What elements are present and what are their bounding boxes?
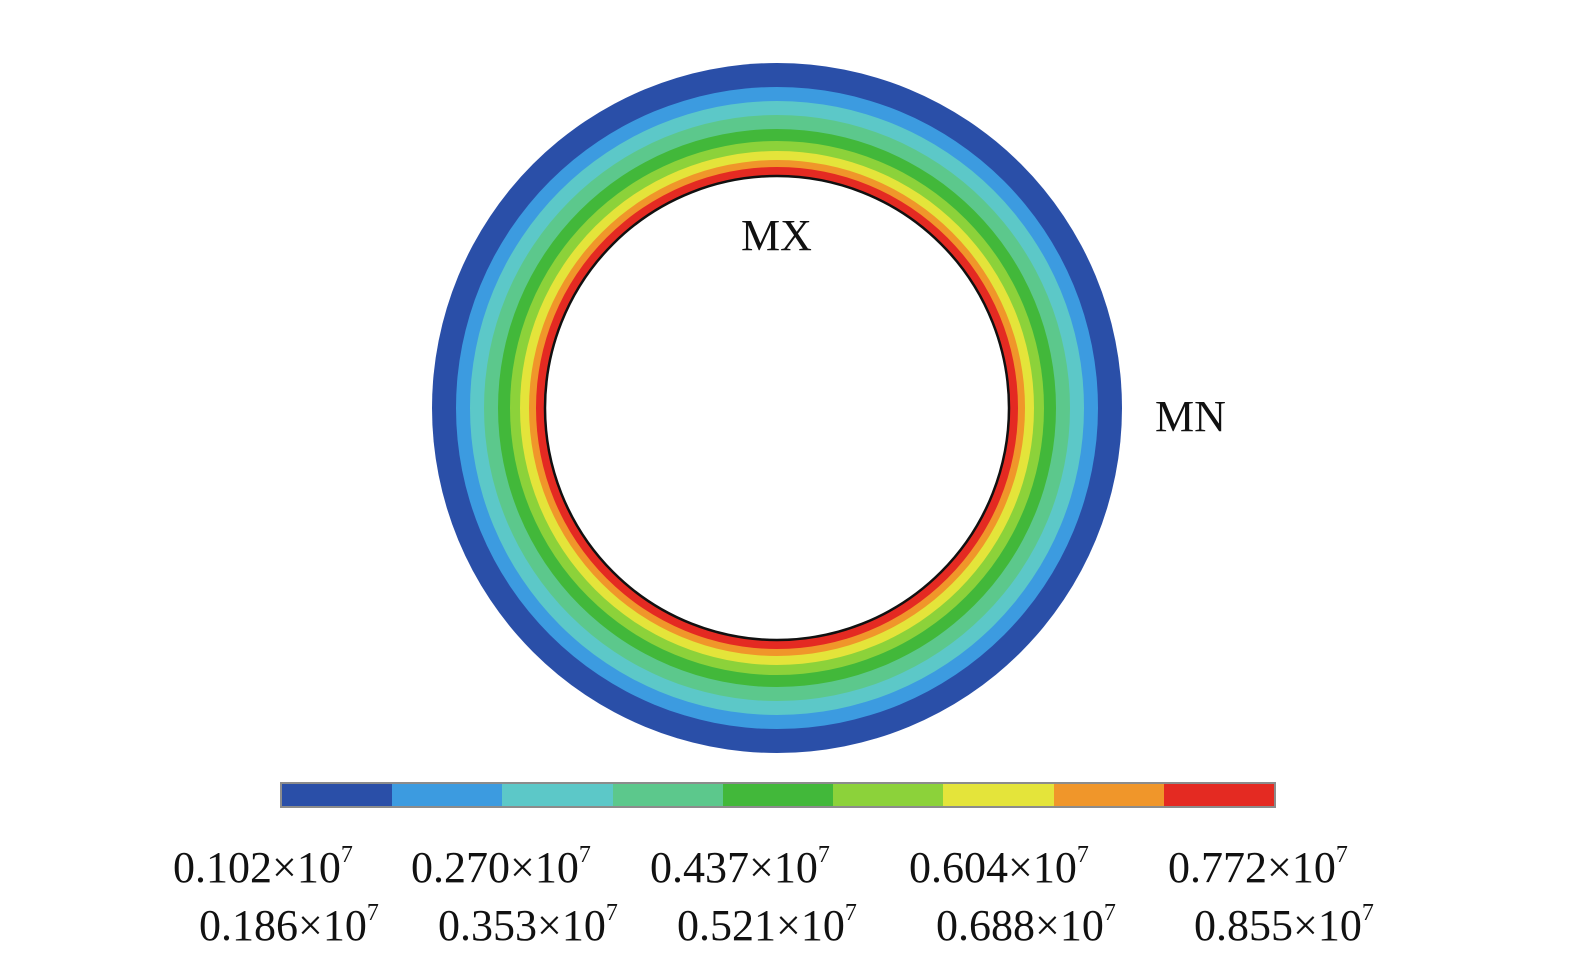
legend-ticks-bottom: 0.186×107 0.353×107 0.521×107 0.688×107 … xyxy=(0,900,1575,954)
legend-swatch-4 xyxy=(612,784,723,806)
legend-tick: 0.353×107 xyxy=(438,900,618,950)
legend-swatch-8 xyxy=(1053,784,1164,806)
legend-swatch-2 xyxy=(392,784,503,806)
legend-tick: 0.521×107 xyxy=(677,900,857,950)
inner-hole xyxy=(543,174,1011,642)
stress-contour-ring xyxy=(432,63,1122,753)
legend-swatch-9 xyxy=(1163,784,1274,806)
legend-ticks-top: 0.102×107 0.270×107 0.437×107 0.604×107 … xyxy=(0,842,1575,896)
legend-tick: 0.855×107 xyxy=(1194,900,1374,950)
legend-tick: 0.102×107 xyxy=(173,842,353,892)
legend-tick: 0.186×107 xyxy=(199,900,379,950)
legend-tick: 0.437×107 xyxy=(650,842,830,892)
legend-swatch-6 xyxy=(833,784,944,806)
legend-swatch-3 xyxy=(502,784,613,806)
legend-tick: 0.688×107 xyxy=(936,900,1116,950)
legend-swatch-5 xyxy=(722,784,834,806)
legend-tick: 0.270×107 xyxy=(411,842,591,892)
color-legend-bar xyxy=(280,782,1276,808)
legend-swatch-1 xyxy=(282,784,393,806)
min-marker-label: MN xyxy=(1155,392,1226,441)
legend-swatch-7 xyxy=(943,784,1054,806)
max-marker-label: MX xyxy=(741,211,812,260)
contour-bands xyxy=(432,63,1122,753)
legend-tick: 0.604×107 xyxy=(909,842,1089,892)
legend-tick: 0.772×107 xyxy=(1168,842,1348,892)
